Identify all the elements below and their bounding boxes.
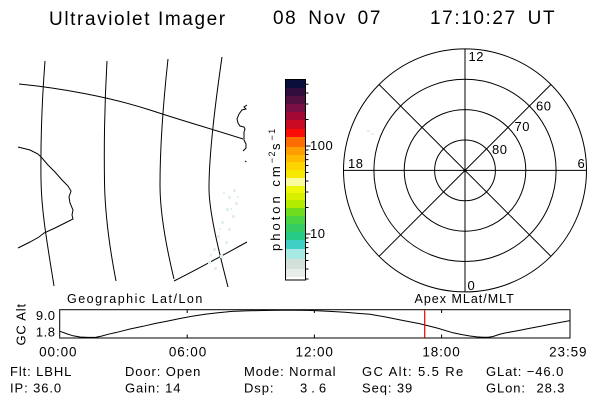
svg-text:Gain: 14: Gain: 14 xyxy=(125,381,181,396)
svg-text:3.6: 3.6 xyxy=(300,381,330,396)
svg-text:Geographic Lat/Lon: Geographic Lat/Lon xyxy=(67,292,204,306)
svg-text:Apex MLat/MLT: Apex MLat/MLT xyxy=(415,292,515,306)
svg-text:18:00: 18:00 xyxy=(422,344,460,359)
svg-text:0: 0 xyxy=(468,278,475,293)
svg-text:100: 100 xyxy=(310,138,333,153)
svg-text:GC Alt: 5.5 Re: GC Alt: 5.5 Re xyxy=(362,364,465,379)
svg-text:Flt: LBHL: Flt: LBHL xyxy=(10,364,72,379)
svg-text:Mode: Normal: Mode: Normal xyxy=(244,364,336,379)
svg-text:photon cm−2s−1: photon cm−2s−1 xyxy=(267,127,283,251)
svg-text:18: 18 xyxy=(348,156,363,171)
svg-text:10: 10 xyxy=(310,226,325,241)
svg-text:6: 6 xyxy=(578,156,585,171)
svg-text:28.3: 28.3 xyxy=(537,381,566,396)
svg-text:12:00: 12:00 xyxy=(296,344,334,359)
svg-text:Imager: Imager xyxy=(158,9,227,30)
svg-text:Ultraviolet: Ultraviolet xyxy=(49,9,151,30)
svg-text:17:10:27 UT: 17:10:27 UT xyxy=(430,8,556,29)
svg-text:00:00: 00:00 xyxy=(39,344,77,359)
svg-text:60: 60 xyxy=(536,99,551,114)
svg-text:9.0: 9.0 xyxy=(36,308,56,323)
svg-text:GLon:: GLon: xyxy=(486,381,526,396)
svg-text:06:00: 06:00 xyxy=(169,344,207,359)
svg-text:Dsp:: Dsp: xyxy=(244,381,274,396)
svg-text:70: 70 xyxy=(515,119,530,134)
svg-text:08 Nov 07: 08 Nov 07 xyxy=(273,8,382,29)
svg-text:GLat: −46.0: GLat: −46.0 xyxy=(486,364,564,379)
svg-text:80: 80 xyxy=(492,142,507,157)
svg-text:12: 12 xyxy=(469,49,484,64)
svg-text:23:59: 23:59 xyxy=(549,344,587,359)
svg-text:Door: Open: Door: Open xyxy=(125,364,201,379)
svg-text:GC Alt: GC Alt xyxy=(14,303,29,345)
svg-text:Seq: 39: Seq: 39 xyxy=(362,381,413,396)
svg-text:IP: 36.0: IP: 36.0 xyxy=(10,381,62,396)
svg-text:1.8: 1.8 xyxy=(36,325,56,340)
